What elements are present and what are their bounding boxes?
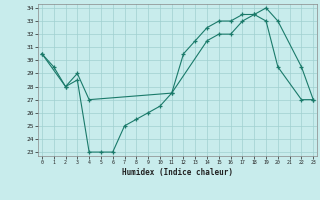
X-axis label: Humidex (Indice chaleur): Humidex (Indice chaleur) — [122, 168, 233, 177]
